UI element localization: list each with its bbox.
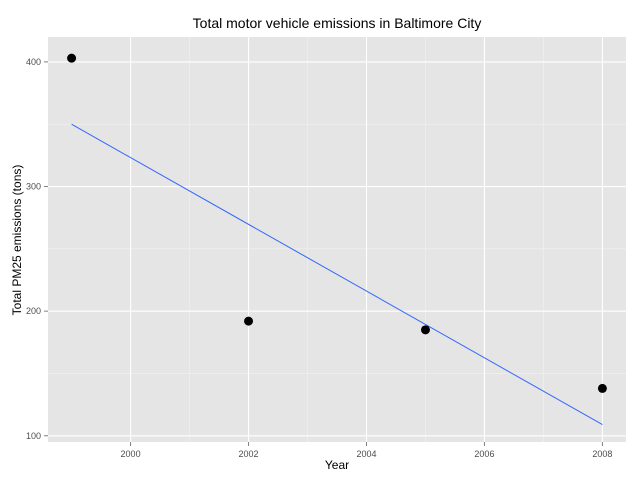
trend-line-layer xyxy=(71,123,603,425)
y-tick-label: 100 xyxy=(26,431,41,441)
x-tick-label: 2000 xyxy=(121,449,141,459)
y-axis: 100 200 300 400 xyxy=(26,57,48,441)
x-axis: 2000 2002 2004 2006 2008 xyxy=(121,442,612,459)
plot-panel xyxy=(48,37,626,442)
chart-title: Total motor vehicle emissions in Baltimo… xyxy=(193,15,482,31)
x-axis-title: Year xyxy=(325,458,349,472)
trend-line xyxy=(71,123,603,425)
x-tick-label: 2006 xyxy=(474,449,494,459)
data-point xyxy=(244,316,254,326)
data-point xyxy=(420,325,430,335)
data-point xyxy=(67,53,77,63)
x-tick-label: 2008 xyxy=(592,449,612,459)
y-tick-label: 400 xyxy=(26,57,41,67)
x-tick-label: 2004 xyxy=(356,449,376,459)
x-tick-label: 2002 xyxy=(239,449,259,459)
major-gridlines xyxy=(48,37,626,442)
data-points xyxy=(67,53,607,393)
y-axis-title: Total PM25 emissions (tons) xyxy=(10,165,24,316)
y-tick-label: 200 xyxy=(26,306,41,316)
data-point xyxy=(597,383,607,393)
y-tick-label: 300 xyxy=(26,182,41,192)
minor-gridlines xyxy=(48,37,626,442)
